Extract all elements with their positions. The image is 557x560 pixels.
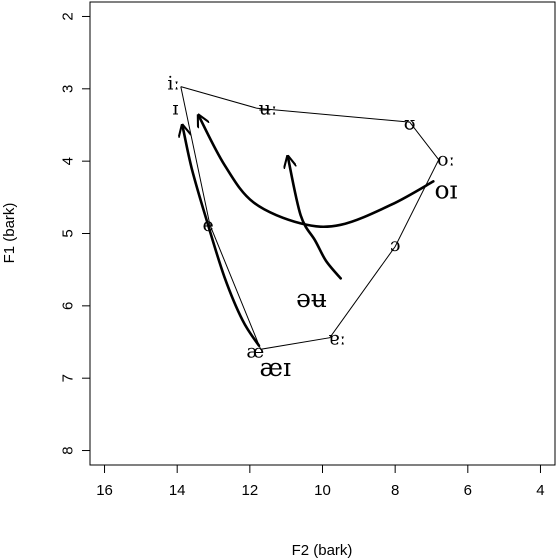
x-tick-label: 14	[169, 482, 186, 499]
plot-frame	[89, 1, 556, 466]
diphthong-trajectory	[199, 116, 435, 229]
x-axis: 16 14 12 10 8 6 4	[96, 465, 545, 499]
y-tick-label: 7	[60, 374, 77, 382]
vowel-label: ʊ	[404, 113, 416, 135]
vowel-label: æ	[246, 340, 264, 362]
y-tick-label: 2	[60, 12, 77, 20]
vowel-label: ɔ	[390, 234, 401, 256]
vowel-label: ɪ	[172, 97, 178, 119]
vowel-label: ɐː	[328, 327, 346, 349]
vowel-label: iː	[167, 73, 179, 95]
diphthong-trajectory	[288, 158, 342, 280]
x-tick-label: 6	[464, 482, 472, 499]
x-tick-label: 10	[314, 482, 331, 499]
x-tick-label: 4	[536, 482, 544, 499]
plot-area: oɪ əʉ æɪ iːɪ ʉː ʊoː ɔ ɐː æ e	[167, 73, 457, 382]
y-tick-label: 8	[60, 446, 77, 454]
y-tick-label: 5	[60, 229, 77, 237]
vowel-label: ʉː	[259, 97, 278, 119]
vowel-polygon	[180, 86, 440, 350]
y-tick-label: 3	[60, 85, 77, 93]
x-tick-label: 16	[96, 482, 113, 499]
x-tick-label: 8	[391, 482, 399, 499]
diphthong-trajectory	[183, 126, 261, 347]
x-axis-title: F2 (bark)	[292, 542, 353, 559]
y-tick-label: 4	[60, 157, 77, 165]
diphthong-label: əʉ	[296, 284, 327, 313]
y-axis-title: F1 (bark)	[1, 203, 18, 264]
diphthong-label: æɪ	[260, 353, 292, 382]
y-tick-label: 6	[60, 302, 77, 310]
diphthong-label: oɪ	[434, 176, 457, 205]
vowel-label: oː	[437, 149, 455, 171]
y-axis: 2 3 4 5 6 7 8	[60, 12, 90, 455]
x-tick-label: 12	[242, 482, 259, 499]
vowel-label: e	[202, 214, 213, 236]
